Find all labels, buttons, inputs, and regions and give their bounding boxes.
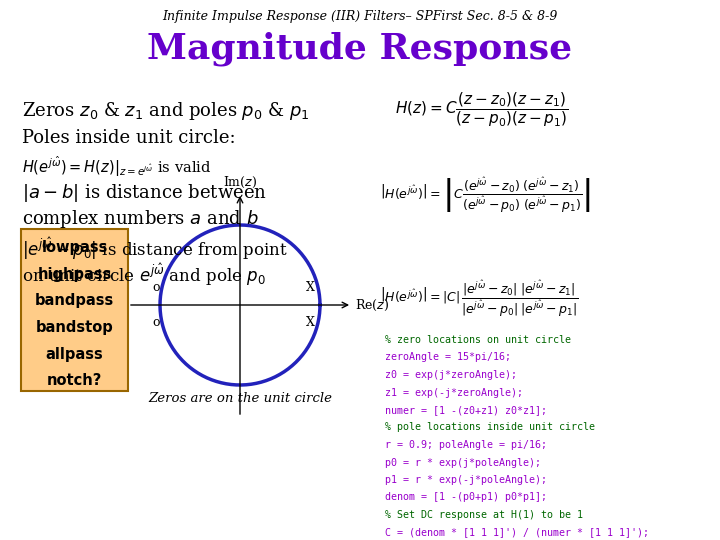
Text: $\left|H(e^{j\hat{\omega}})\right| = \left|C\dfrac{(e^{j\hat{\omega}}-z_0)\;(e^{: $\left|H(e^{j\hat{\omega}})\right| = \le… — [380, 175, 591, 215]
Text: Poles inside unit circle:: Poles inside unit circle: — [22, 129, 235, 146]
Text: z1 = exp(-j*zeroAngle);: z1 = exp(-j*zeroAngle); — [385, 388, 523, 397]
Text: o: o — [153, 281, 161, 294]
Text: $H(z)= C\dfrac{(z-z_0)(z-z_1)}{(z-p_0)(z-p_1)}$: $H(z)= C\dfrac{(z-z_0)(z-z_1)}{(z-p_0)(z… — [395, 90, 569, 129]
Text: allpass: allpass — [45, 347, 104, 362]
Text: z0 = exp(j*zeroAngle);: z0 = exp(j*zeroAngle); — [385, 370, 517, 380]
Text: bandpass: bandpass — [35, 293, 114, 308]
Text: denom = [1 -(p0+p1) p0*p1];: denom = [1 -(p0+p1) p0*p1]; — [385, 492, 547, 503]
Text: on unit circle $e^{j\hat{\omega}}$ and pole $p_0$: on unit circle $e^{j\hat{\omega}}$ and p… — [22, 261, 265, 289]
Text: complex numbers $a$ and $b$: complex numbers $a$ and $b$ — [22, 208, 258, 230]
Text: Zeros $z_0$ & $z_1$ and poles $p_0$ & $p_1$: Zeros $z_0$ & $z_1$ and poles $p_0$ & $p… — [22, 100, 310, 122]
Text: Re($z$): Re($z$) — [355, 298, 390, 313]
Text: % zero locations on unit circle: % zero locations on unit circle — [385, 335, 571, 345]
Text: lowpass: lowpass — [41, 240, 108, 255]
Text: p1 = r * exp(-j*poleAngle);: p1 = r * exp(-j*poleAngle); — [385, 475, 547, 485]
Text: $H(e^{j\hat{\omega}}) = H(z)|_{z=e^{j\hat{\omega}}}$ is valid: $H(e^{j\hat{\omega}}) = H(z)|_{z=e^{j\ha… — [22, 155, 211, 180]
Text: C = (denom * [1 1 1]') / (numer * [1 1 1]');: C = (denom * [1 1 1]') / (numer * [1 1 1… — [385, 528, 649, 537]
Text: % pole locations inside unit circle: % pole locations inside unit circle — [385, 422, 595, 433]
Text: zeroAngle = 15*pi/16;: zeroAngle = 15*pi/16; — [385, 353, 511, 362]
Text: notch?: notch? — [47, 373, 102, 388]
FancyBboxPatch shape — [21, 229, 128, 391]
Text: $\left|H(e^{j\hat{\omega}})\right| = |C|\,\dfrac{|e^{j\hat{\omega}}-z_0|\;|e^{j\: $\left|H(e^{j\hat{\omega}})\right| = |C|… — [380, 278, 579, 319]
Text: Im($z$): Im($z$) — [223, 175, 257, 190]
Text: $|a - b|$ is distance between: $|a - b|$ is distance between — [22, 182, 266, 204]
Text: numer = [1 -(z0+z1) z0*z1];: numer = [1 -(z0+z1) z0*z1]; — [385, 405, 547, 415]
Text: % Set DC response at H(1) to be 1: % Set DC response at H(1) to be 1 — [385, 510, 583, 520]
Text: X: X — [306, 281, 315, 294]
Text: p0 = r * exp(j*poleAngle);: p0 = r * exp(j*poleAngle); — [385, 457, 541, 468]
Text: highpass: highpass — [37, 267, 112, 282]
Text: Magnitude Response: Magnitude Response — [148, 32, 572, 66]
Text: r = 0.9; poleAngle = pi/16;: r = 0.9; poleAngle = pi/16; — [385, 440, 547, 450]
Text: $|e^{j\hat{\omega}} - p_0|$ is distance from point: $|e^{j\hat{\omega}} - p_0|$ is distance … — [22, 236, 287, 264]
Text: o: o — [153, 316, 161, 329]
Text: X: X — [306, 315, 315, 328]
Text: Zeros are on the unit circle: Zeros are on the unit circle — [148, 392, 332, 405]
Text: bandstop: bandstop — [35, 320, 113, 335]
Text: Infinite Impulse Response (IIR) Filters– SPFirst Sec. 8-5 & 8-9: Infinite Impulse Response (IIR) Filters–… — [162, 10, 558, 23]
